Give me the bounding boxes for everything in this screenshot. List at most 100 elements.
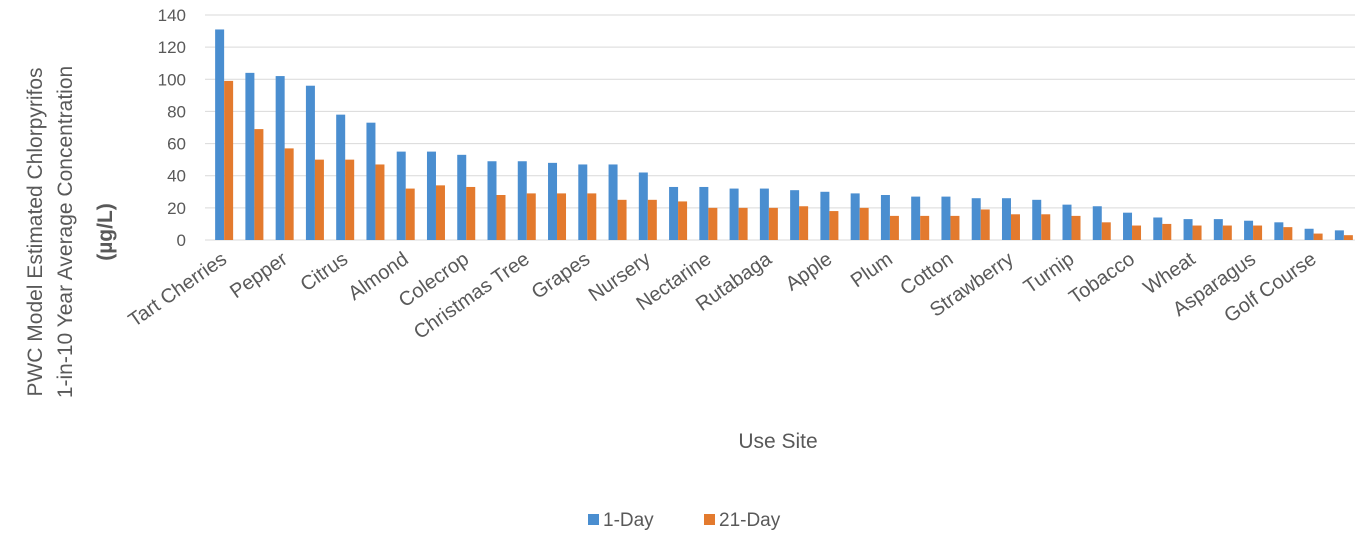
- y-axis-title-line-1: PWC Model Estimated Chlorpyrifos: [24, 67, 47, 396]
- y-tick-label: 100: [158, 70, 186, 89]
- bar-1-day: [1001, 198, 1011, 240]
- x-category-label: Apple: [782, 248, 837, 295]
- bar-21-day: [1041, 214, 1051, 240]
- y-tick-label: 120: [158, 38, 186, 57]
- bar-21-day: [1222, 225, 1232, 240]
- bar-21-day: [284, 148, 294, 240]
- bar-1-day: [1032, 199, 1042, 240]
- bar-1-day: [305, 85, 315, 240]
- bar-1-day: [487, 161, 497, 240]
- bar-21-day: [799, 206, 809, 240]
- y-axis-tick-labels: 0 20 40 60 80 100 120 140: [158, 6, 186, 250]
- bar-21-day: [738, 207, 748, 240]
- y-axis-title-line-3: (µg/L): [94, 203, 117, 261]
- bar-1-day: [275, 76, 285, 240]
- bar-21-day: [617, 199, 627, 240]
- bar-1-day: [1274, 222, 1284, 240]
- bar-1-day: [517, 161, 527, 240]
- bar-1-day: [578, 164, 588, 240]
- bar-21-day: [1283, 227, 1293, 240]
- bar-21-day: [647, 199, 657, 240]
- x-category-label: Citrus: [297, 248, 352, 296]
- bar-1-day: [850, 193, 860, 240]
- x-category-label: Tobacco: [1065, 248, 1139, 309]
- bar-21-day: [950, 215, 960, 240]
- bars: [215, 29, 1353, 241]
- bar-1-day: [638, 172, 648, 240]
- bar-1-day: [669, 186, 679, 240]
- y-tick-label: 60: [167, 135, 186, 154]
- bar-21-day: [678, 201, 688, 240]
- bar-21-day: [314, 159, 324, 240]
- gridlines: [205, 14, 1355, 241]
- y-axis-title-line-2: 1-in-10 Year Average Concentration: [54, 66, 77, 398]
- bar-21-day: [466, 186, 476, 240]
- bar-21-day: [224, 80, 234, 241]
- x-axis-title: Use Site: [738, 430, 817, 453]
- bar-1-day: [759, 188, 769, 240]
- bar-21-day: [1253, 225, 1263, 240]
- legend-swatch: [588, 514, 599, 525]
- bar-21-day: [345, 159, 355, 240]
- bar-1-day: [548, 162, 558, 240]
- bar-21-day: [1343, 235, 1353, 240]
- y-axis-title: PWC Model Estimated Chlorpyrifos 1-in-10…: [24, 66, 117, 398]
- legend-swatch: [704, 514, 715, 525]
- bar-1-day: [215, 29, 225, 241]
- legend-label: 1-Day: [603, 510, 654, 531]
- bar-1-day: [729, 188, 739, 240]
- bar-1-day: [1334, 230, 1344, 240]
- x-category-label: Plum: [847, 248, 897, 292]
- bar-21-day: [496, 195, 506, 240]
- x-category-label: Pepper: [226, 248, 292, 303]
- bar-21-day: [1101, 222, 1111, 240]
- bar-1-day: [1123, 212, 1133, 240]
- bar-1-day: [336, 114, 346, 240]
- bar-1-day: [699, 186, 709, 240]
- y-tick-label: 80: [167, 102, 186, 121]
- bar-1-day: [457, 154, 467, 240]
- bar-21-day: [435, 185, 445, 240]
- bar-1-day: [426, 151, 436, 240]
- x-category-label: Tart Cherries: [125, 248, 231, 332]
- bar-1-day: [245, 72, 255, 240]
- bar-1-day: [1092, 206, 1102, 240]
- bar-1-day: [820, 191, 830, 240]
- bar-21-day: [557, 193, 567, 240]
- bar-21-day: [526, 193, 536, 240]
- bar-21-day: [1192, 225, 1202, 240]
- bar-1-day: [971, 198, 981, 240]
- bar-21-day: [1132, 225, 1142, 240]
- bar-1-day: [366, 122, 376, 240]
- bar-21-day: [1010, 214, 1020, 240]
- bar-21-day: [405, 188, 415, 240]
- bar-1-day: [1183, 219, 1193, 240]
- bar-21-day: [254, 129, 264, 240]
- x-category-label: Grapes: [528, 248, 594, 304]
- bar-21-day: [980, 209, 990, 240]
- bar-21-day: [1162, 223, 1172, 240]
- bar-1-day: [880, 195, 890, 240]
- bar-1-day: [1153, 217, 1163, 240]
- bar-21-day: [859, 207, 869, 240]
- bar-1-day: [1213, 219, 1223, 240]
- bar-1-day: [1244, 220, 1254, 240]
- bar-1-day: [1062, 204, 1072, 240]
- legend-label: 21-Day: [719, 510, 781, 531]
- bar-1-day: [941, 196, 951, 240]
- bar-21-day: [1071, 215, 1081, 240]
- legend: 1-Day 21-Day: [588, 510, 781, 531]
- bar-21-day: [768, 207, 778, 240]
- bar-21-day: [587, 193, 597, 240]
- bar-1-day: [911, 196, 921, 240]
- bar-21-day: [920, 215, 930, 240]
- bar-21-day: [1313, 233, 1323, 240]
- bar-21-day: [708, 207, 718, 240]
- bar-21-day: [889, 215, 899, 240]
- y-tick-label: 140: [158, 6, 186, 25]
- bar-1-day: [608, 164, 618, 240]
- y-tick-label: 40: [167, 167, 186, 186]
- y-tick-label: 20: [167, 199, 186, 218]
